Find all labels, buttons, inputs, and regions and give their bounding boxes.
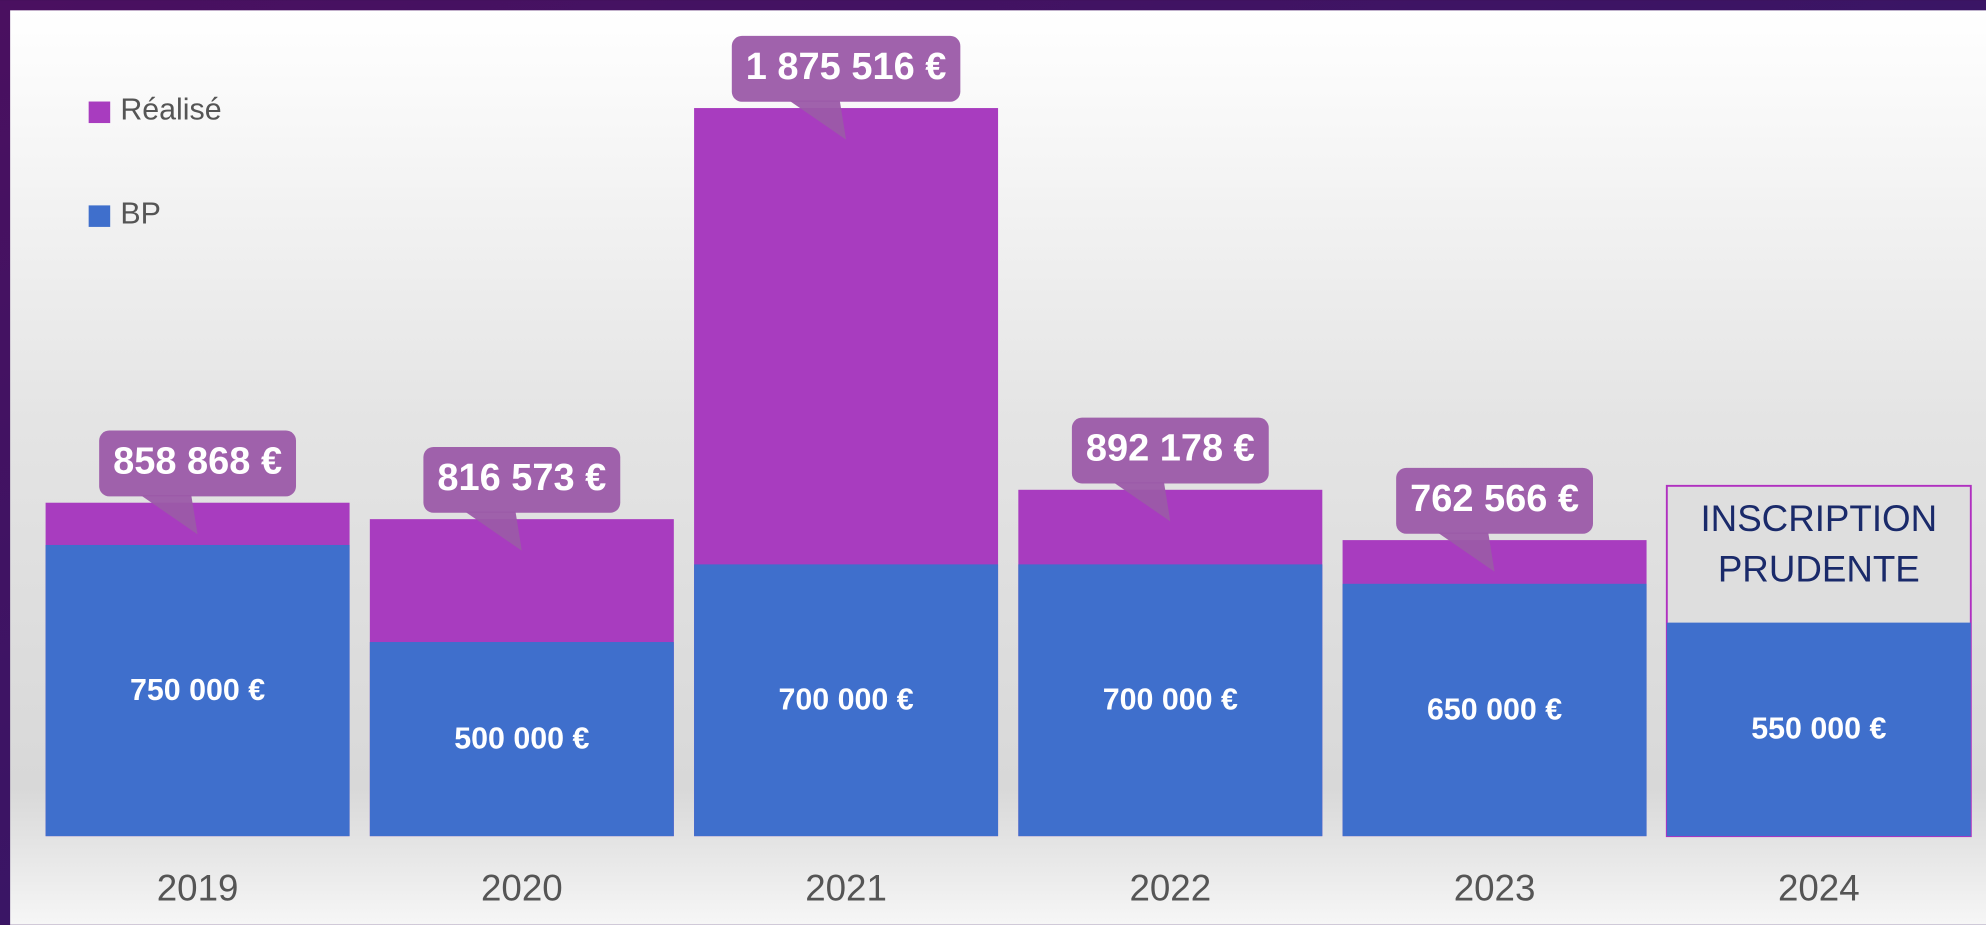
realise-value-label: 816 573 € <box>437 457 606 499</box>
x-tick-label: 2023 <box>1454 867 1536 908</box>
bar-bp <box>694 564 999 837</box>
annotation-text: INSCRIPTION <box>1700 498 1937 539</box>
bp-value-label: 650 000 € <box>1427 692 1562 726</box>
bp-value-label: 700 000 € <box>1103 683 1238 717</box>
legend-label: BP <box>120 197 161 231</box>
realise-value-label: 892 178 € <box>1086 428 1255 470</box>
realise-value-label: 762 566 € <box>1410 478 1579 520</box>
callout-box <box>99 430 297 497</box>
callout-box <box>423 446 621 513</box>
callout-box <box>1396 467 1593 534</box>
callout-tail <box>789 100 847 140</box>
callout-box <box>731 35 961 102</box>
bar-bp <box>1666 622 1971 837</box>
x-tick-label: 2020 <box>481 867 563 908</box>
bar-bp <box>45 544 350 837</box>
bar-bp <box>1018 564 1323 837</box>
realise-value-label: 858 868 € <box>113 440 282 482</box>
bp-value-label: 700 000 € <box>779 683 914 717</box>
callout-box <box>1071 417 1269 484</box>
bar-bp <box>369 642 674 837</box>
legend-label: Réalisé <box>120 93 221 127</box>
x-tick-label: 2019 <box>157 867 239 908</box>
bp-value-label: 550 000 € <box>1751 712 1886 746</box>
bar-bp <box>1342 583 1647 837</box>
bp-value-label: 750 000 € <box>130 673 265 707</box>
x-tick-label: 2022 <box>1129 867 1211 908</box>
x-tick-label: 2024 <box>1778 867 1860 908</box>
realise-value-label: 1 875 516 € <box>746 46 947 88</box>
legend-swatch <box>88 101 111 124</box>
x-tick-label: 2021 <box>805 867 887 908</box>
callout-tail <box>1437 532 1495 572</box>
legend-swatch <box>88 205 111 227</box>
bp-value-label: 500 000 € <box>454 721 589 755</box>
annotation-text: PRUDENTE <box>1718 549 1920 590</box>
